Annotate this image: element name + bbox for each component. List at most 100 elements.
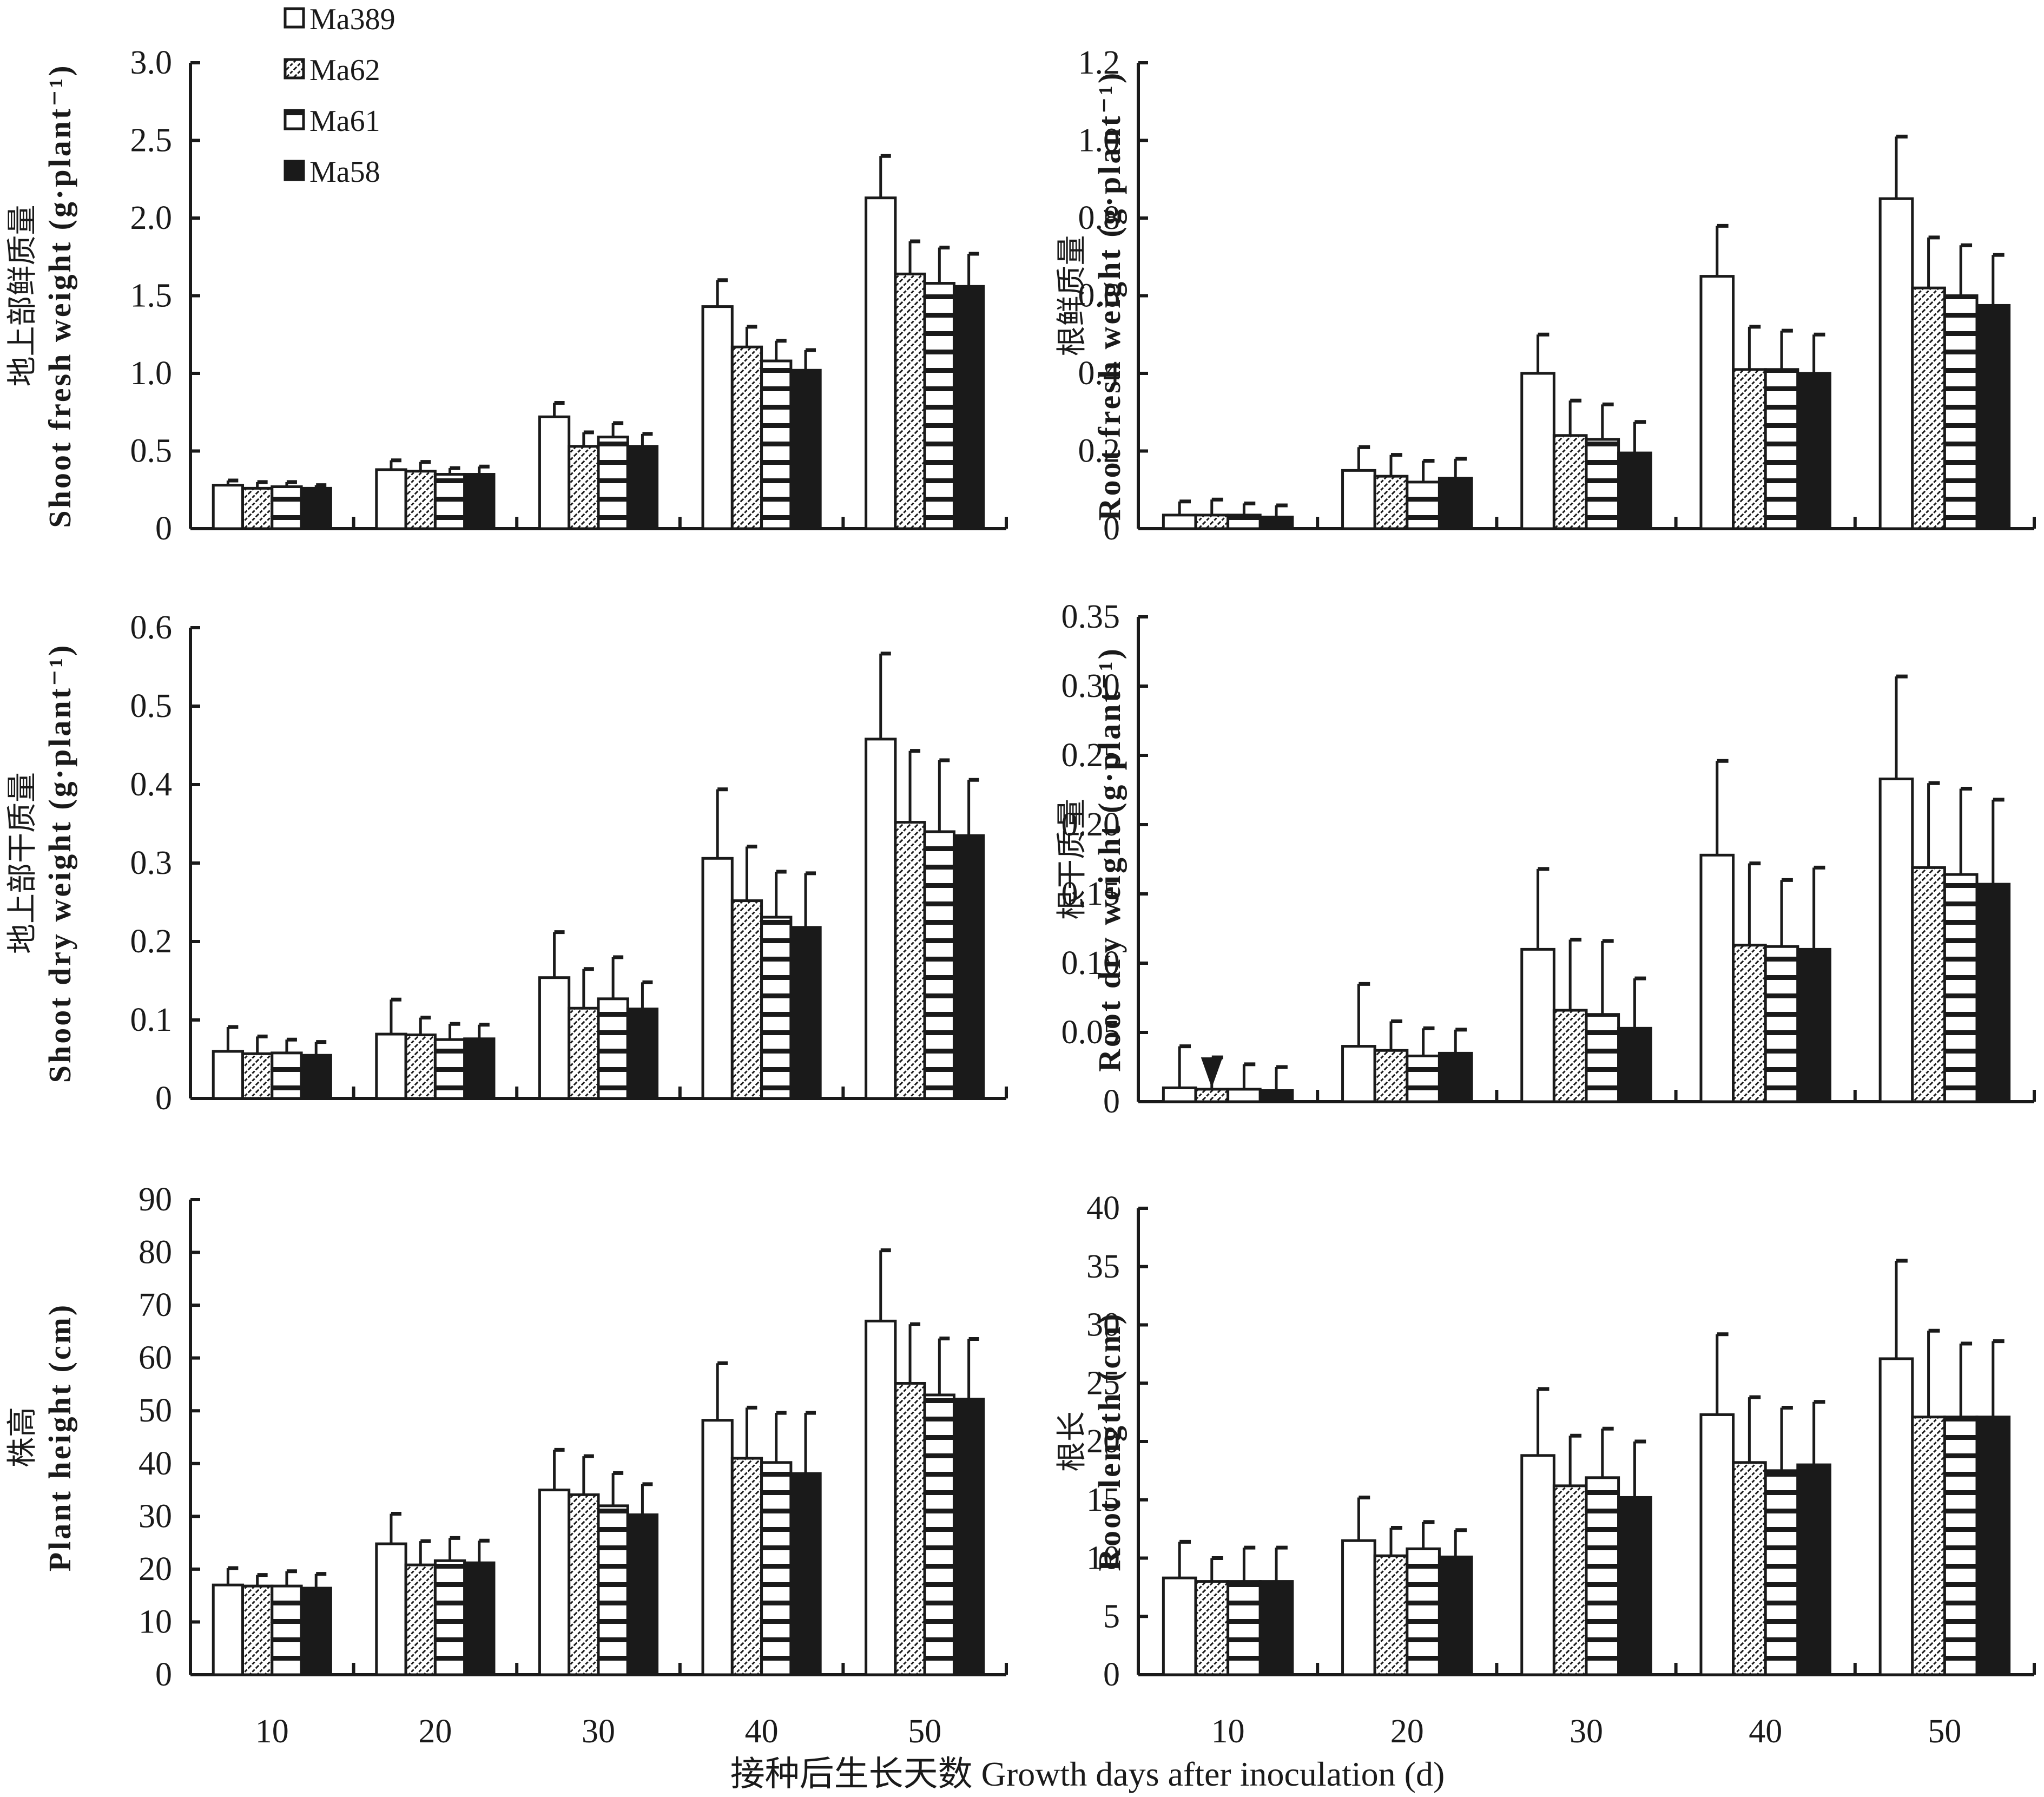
panel-root-fresh: 0 0.2 0.4 0.6 0.8 1.0 1.2 根鲜质量 Root fresh weight… [1054, 44, 2036, 547]
y-axis-title-cn: 株高 [5, 1407, 40, 1467]
x-tick-label: 10 [255, 1713, 289, 1750]
y-tick-label: 2.0 [130, 200, 173, 236]
bar-ma389 [212, 1583, 245, 1676]
y-tick-label: 90 [139, 1181, 172, 1218]
bar-ma389 [1699, 853, 1735, 1103]
y-tick-label: 60 [139, 1340, 172, 1377]
y-axis-title-en: Root fresh weight (g·plant⁻¹) [1092, 71, 1127, 521]
bar-ma61 [760, 359, 793, 530]
bar-ma58 [1258, 1089, 1294, 1103]
y-tick-label: 0.8 [1078, 200, 1120, 236]
bar-ma58 [1258, 515, 1294, 530]
panel-plant-height: 0 10 20 30 40 50 60 70 80 90 10 20 30 40 50 株高 Plant hei… [5, 1181, 1008, 1750]
bar-ma389 [865, 738, 897, 1100]
bar-ma61 [433, 1038, 466, 1100]
bar-ma62 [1552, 1009, 1588, 1103]
y-tick-label: 0 [1103, 1083, 1120, 1120]
x-tick-label: 10 [1211, 1713, 1245, 1750]
bar-ma389 [1520, 947, 1555, 1103]
bar-ma58 [1438, 477, 1473, 530]
legend-label-ma389: Ma389 [309, 3, 395, 36]
bar-ma61 [923, 830, 955, 1100]
y-tick-label: 0.25 [1061, 737, 1120, 774]
x-tick-label: 40 [1749, 1713, 1782, 1750]
y-tick-label: 15 [1086, 1482, 1120, 1518]
bar-ma62 [894, 272, 926, 530]
bar-ma58 [1258, 1580, 1294, 1676]
bar-ma61 [597, 997, 629, 1100]
y-tick-label: 0.6 [1078, 278, 1120, 314]
bar-ma58 [463, 473, 496, 530]
bar-ma62 [1552, 1484, 1588, 1676]
bar-ma389 [701, 305, 734, 530]
y-tick-label: 40 [139, 1445, 172, 1482]
bar-ma62 [404, 1563, 437, 1676]
y-axis-title-cn: 根鲜质量 [1054, 235, 1090, 357]
y-tick-label: 0.3 [130, 845, 173, 881]
bar-ma389 [538, 415, 571, 530]
bar-ma62 [568, 1006, 600, 1100]
y-axis-title-cn: 根长 [1054, 1411, 1090, 1472]
bar-ma62 [241, 1052, 274, 1100]
bar-ma61 [597, 436, 629, 530]
y-tick-label: 0.5 [130, 688, 173, 725]
bar-ma62 [894, 1381, 926, 1676]
bar-ma62 [241, 486, 274, 530]
bar-ma58 [1438, 1051, 1473, 1103]
legend-label-ma62: Ma62 [309, 54, 380, 87]
y-tick-label: 0.6 [130, 609, 173, 646]
x-tick-label: 50 [908, 1713, 941, 1750]
bar-ma58 [1975, 304, 2011, 530]
bar-ma389 [1699, 1413, 1735, 1676]
bar-ma389 [1162, 1576, 1197, 1676]
bar-ma58 [952, 1398, 985, 1676]
bar-ma58 [1796, 372, 1831, 530]
panel-shoot-dry: 0 0.1 0.2 0.3 0.4 0.5 0.6 地上部干质量 Shoot dry weigh… [5, 609, 1008, 1117]
bar-ma58 [1438, 1555, 1473, 1676]
y-tick-label: 0.10 [1061, 945, 1120, 982]
bar-ma389 [538, 976, 571, 1100]
y-tick-label: 0.30 [1061, 668, 1120, 705]
bar-ma389 [1341, 469, 1376, 530]
x-tick-label: 20 [1390, 1713, 1424, 1750]
y-axis-title-en: Root length (cm) [1092, 1312, 1127, 1571]
bar-ma61 [1406, 480, 1441, 530]
bar-ma58 [789, 926, 822, 1100]
y-tick-label: 30 [1086, 1307, 1120, 1344]
bar-ma62 [1194, 514, 1230, 530]
x-axis-title: 接种后生长天数 Growth days after inoculation (d… [730, 1755, 1445, 1793]
bar-ma61 [1227, 1088, 1262, 1103]
y-axis-title-en: Plant height (cm) [42, 1303, 77, 1572]
bar-ma61 [433, 1559, 466, 1676]
bar-ma62 [1911, 286, 1946, 530]
y-tick-label: 0.2 [130, 923, 173, 960]
bar-ma389 [1341, 1539, 1376, 1676]
y-axis-title-cn: 地上部干质量 [5, 772, 40, 954]
y-tick-label: 35 [1086, 1248, 1120, 1285]
bar-ma58 [626, 445, 659, 530]
bar-ma61 [1943, 1416, 1979, 1676]
y-tick-label: 50 [139, 1392, 172, 1429]
bar-ma61 [1764, 368, 1799, 530]
legend-label-ma58: Ma58 [309, 155, 380, 189]
panel-root-length: 0 5 10 15 20 25 30 35 40 10 20 30 40 50 根长 Root length … [1054, 1190, 2036, 1750]
y-tick-label: 0 [155, 1656, 172, 1693]
bar-ma58 [1975, 1416, 2011, 1676]
bar-ma62 [1911, 1416, 1946, 1676]
x-tick-label: 30 [582, 1713, 615, 1750]
y-tick-label: 0.2 [1078, 433, 1120, 470]
bar-ma389 [212, 484, 245, 530]
bar-ma61 [760, 916, 793, 1100]
bar-ma389 [865, 196, 897, 530]
bar-ma58 [1617, 1026, 1652, 1103]
y-tick-label: 40 [1086, 1190, 1120, 1227]
bar-ma389 [375, 468, 407, 530]
bar-ma58 [300, 486, 332, 530]
bar-ma61 [1943, 873, 1979, 1103]
y-tick-label: 1.5 [130, 278, 173, 314]
panel-root-dry: 0 0.05 0.10 0.15 0.20 0.25 0.30 0.35 根干质量 Root dr… [1054, 598, 2036, 1120]
y-axis-title-cn: 根干质量 [1054, 799, 1090, 920]
y-tick-label: 0.4 [130, 766, 173, 803]
bar-ma61 [271, 1051, 303, 1100]
